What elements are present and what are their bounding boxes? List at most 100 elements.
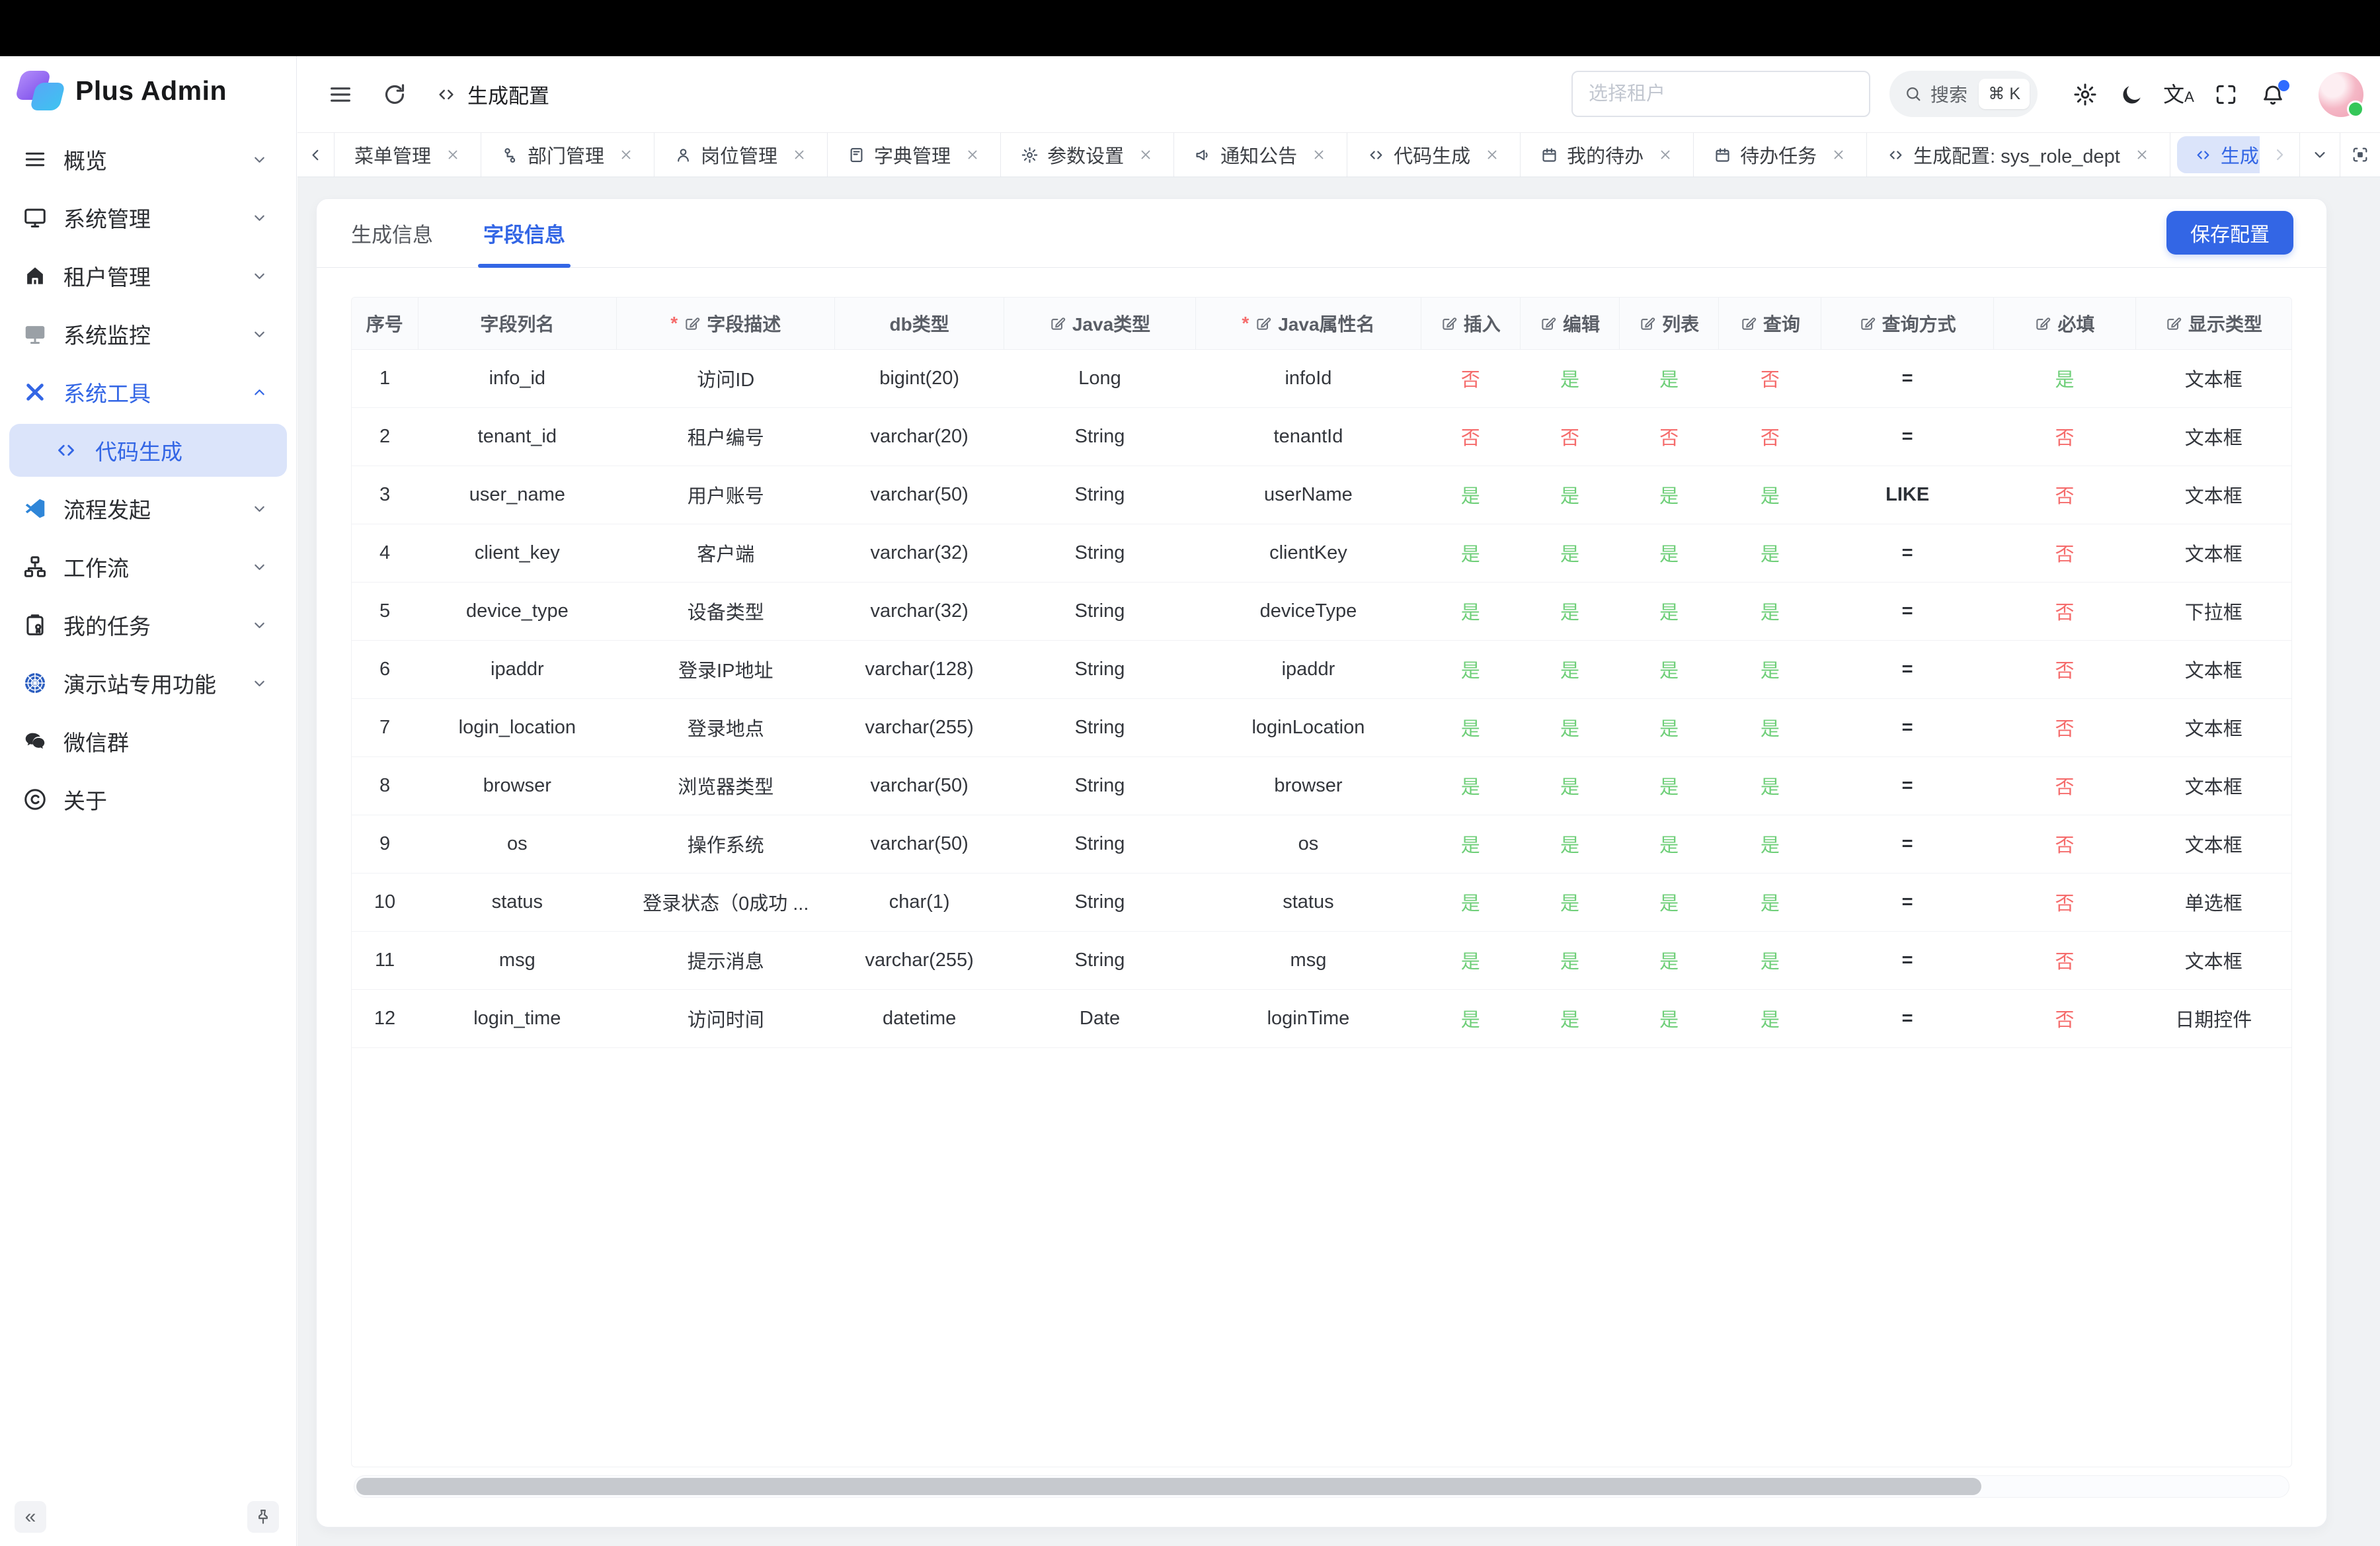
cell-list[interactable]: 是	[1619, 815, 1719, 874]
cell-desc[interactable]: 登录状态（0成功 ...	[616, 873, 835, 932]
tab-close-icon[interactable]	[618, 147, 634, 163]
cell-list[interactable]: 是	[1619, 524, 1719, 583]
content-fullscreen-button[interactable]	[2340, 133, 2380, 177]
cell-db_type[interactable]: varchar(128)	[834, 640, 1004, 699]
cell-query[interactable]: 是	[1718, 931, 1821, 990]
cell-insert[interactable]: 是	[1421, 524, 1521, 583]
cell-java_prop[interactable]: deviceType	[1195, 582, 1421, 641]
cell-java_type[interactable]: String	[1004, 698, 1196, 757]
cell-required[interactable]: 否	[1993, 407, 2136, 466]
cell-display[interactable]: 文本框	[2135, 524, 2291, 583]
cell-edit[interactable]: 是	[1520, 466, 1620, 524]
cell-insert[interactable]: 是	[1421, 466, 1521, 524]
tab-item-todo-tasks[interactable]: 待办任务	[1694, 133, 1868, 177]
sidebar-pin-button[interactable]	[247, 1501, 279, 1533]
cell-query[interactable]: 是	[1718, 873, 1821, 932]
cell-java_type[interactable]: String	[1004, 873, 1196, 932]
cell-java_prop[interactable]: browser	[1195, 756, 1421, 815]
cell-query_type[interactable]: =	[1821, 349, 1994, 408]
cell-query[interactable]: 否	[1718, 407, 1821, 466]
cell-db_type[interactable]: varchar(32)	[834, 582, 1004, 641]
sidebar-item-about[interactable]: 关于	[0, 770, 296, 829]
tab-item-menu-mgmt[interactable]: 菜单管理	[335, 133, 482, 177]
cell-desc[interactable]: 客户端	[616, 524, 835, 583]
cell-java_prop[interactable]: os	[1195, 815, 1421, 874]
cell-required[interactable]: 否	[1993, 989, 2136, 1048]
cell-java_prop[interactable]: loginLocation	[1195, 698, 1421, 757]
cell-query_type[interactable]: =	[1821, 582, 1994, 641]
cell-query_type[interactable]: =	[1821, 698, 1994, 757]
cell-db_type[interactable]: varchar(255)	[834, 698, 1004, 757]
cell-desc[interactable]: 租户编号	[616, 407, 835, 466]
cell-java_prop[interactable]: loginTime	[1195, 989, 1421, 1048]
cell-insert[interactable]: 是	[1421, 756, 1521, 815]
cell-required[interactable]: 是	[1993, 349, 2136, 408]
cell-java_prop[interactable]: userName	[1195, 466, 1421, 524]
cell-insert[interactable]: 否	[1421, 407, 1521, 466]
tab-close-icon[interactable]	[445, 147, 461, 163]
tab-item-dict-mgmt[interactable]: 字典管理	[828, 133, 1002, 177]
settings-button[interactable]	[2061, 79, 2108, 110]
cell-java_type[interactable]: String	[1004, 582, 1196, 641]
cell-query[interactable]: 是	[1718, 698, 1821, 757]
cell-edit[interactable]: 是	[1520, 815, 1620, 874]
cell-column[interactable]: user_name	[418, 466, 617, 524]
cell-required[interactable]: 否	[1993, 815, 2136, 874]
cell-query_type[interactable]: =	[1821, 640, 1994, 699]
cell-java_prop[interactable]: clientKey	[1195, 524, 1421, 583]
cell-desc[interactable]: 提示消息	[616, 931, 835, 990]
cell-required[interactable]: 否	[1993, 873, 2136, 932]
cell-edit[interactable]: 是	[1520, 756, 1620, 815]
cell-query_type[interactable]: =	[1821, 931, 1994, 990]
cell-java_type[interactable]: Long	[1004, 349, 1196, 408]
cell-edit[interactable]: 是	[1520, 873, 1620, 932]
sidebar-item-workflow[interactable]: 工作流	[0, 538, 296, 596]
cell-query_type[interactable]: =	[1821, 524, 1994, 583]
cell-list[interactable]: 是	[1619, 349, 1719, 408]
cell-edit[interactable]: 是	[1520, 698, 1620, 757]
cell-java_prop[interactable]: tenantId	[1195, 407, 1421, 466]
cell-display[interactable]: 日期控件	[2135, 989, 2291, 1048]
cell-java_type[interactable]: String	[1004, 524, 1196, 583]
cell-display[interactable]: 文本框	[2135, 466, 2291, 524]
cell-display[interactable]: 文本框	[2135, 349, 2291, 408]
cell-display[interactable]: 文本框	[2135, 698, 2291, 757]
sidebar-collapse-button[interactable]: «	[15, 1501, 46, 1533]
tab-generate-info[interactable]: 生成信息	[351, 224, 433, 247]
cell-query[interactable]: 是	[1718, 756, 1821, 815]
cell-list[interactable]: 是	[1619, 989, 1719, 1048]
sidebar-item-overview[interactable]: 概览	[0, 130, 296, 188]
tab-close-icon[interactable]	[1831, 147, 1846, 163]
tab-close-icon[interactable]	[1484, 147, 1500, 163]
tab-close-icon[interactable]	[2134, 147, 2150, 163]
tab-field-info[interactable]: 字段信息	[478, 199, 571, 268]
cell-column[interactable]: os	[418, 815, 617, 874]
cell-display[interactable]: 下拉框	[2135, 582, 2291, 641]
cell-display[interactable]: 单选框	[2135, 873, 2291, 932]
cell-query_type[interactable]: =	[1821, 756, 1994, 815]
cell-insert[interactable]: 是	[1421, 815, 1521, 874]
cell-insert[interactable]: 是	[1421, 931, 1521, 990]
tab-item-gen-config-sys-role-dept[interactable]: 生成配置: sys_role_dept	[1867, 133, 2170, 177]
sidebar-item-demo-features[interactable]: 演示站专用功能	[0, 654, 296, 712]
tabs-scroll-left-button[interactable]	[298, 133, 335, 177]
sidebar-item-tenant-mgmt[interactable]: 租户管理	[0, 247, 296, 305]
cell-query_type[interactable]: =	[1821, 815, 1994, 874]
cell-list[interactable]: 是	[1619, 873, 1719, 932]
cell-java_type[interactable]: Date	[1004, 989, 1196, 1048]
cell-column[interactable]: ipaddr	[418, 640, 617, 699]
cell-query[interactable]: 是	[1718, 640, 1821, 699]
fullscreen-button[interactable]	[2202, 79, 2249, 110]
cell-insert[interactable]: 是	[1421, 989, 1521, 1048]
cell-column[interactable]: login_time	[418, 989, 617, 1048]
tenant-select-input[interactable]	[1571, 71, 1870, 117]
cell-edit[interactable]: 是	[1520, 582, 1620, 641]
cell-db_type[interactable]: datetime	[834, 989, 1004, 1048]
cell-required[interactable]: 否	[1993, 582, 2136, 641]
cell-required[interactable]: 否	[1993, 931, 2136, 990]
cell-desc[interactable]: 访问时间	[616, 989, 835, 1048]
user-avatar[interactable]	[2319, 72, 2364, 118]
refresh-button[interactable]	[381, 81, 408, 108]
cell-java_prop[interactable]: status	[1195, 873, 1421, 932]
sidebar-item-system-monitor[interactable]: 系统监控	[0, 305, 296, 363]
